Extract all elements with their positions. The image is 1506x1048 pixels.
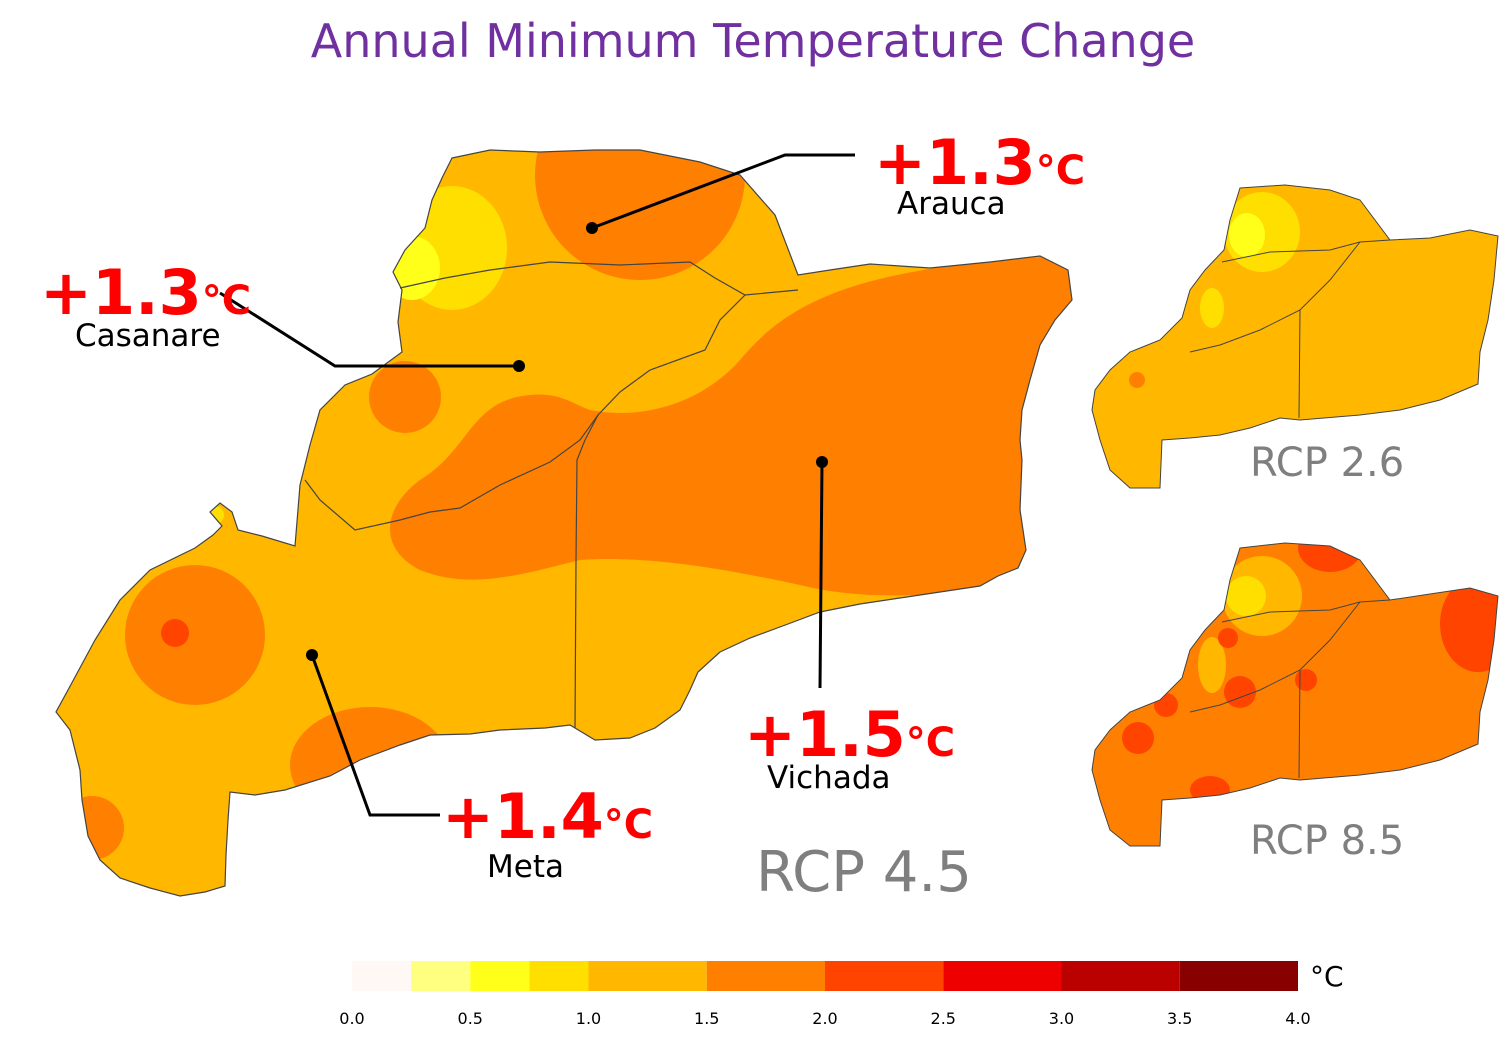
value-vichada: +1.5°C — [744, 704, 955, 766]
legend-bin-4 — [588, 961, 707, 991]
value-arauca-unit: °C — [1035, 148, 1086, 194]
main-map-outline — [55, 149, 1073, 897]
leader-line-arauca — [591, 153, 855, 230]
value-meta-unit: °C — [603, 802, 654, 848]
legend-tick-4: 2.0 — [812, 1009, 838, 1028]
inset-map-rcp85 — [1092, 543, 1498, 846]
map-title: Annual Minimum Temperature Change — [310, 14, 1196, 68]
region-label-arauca: Arauca — [897, 186, 1006, 222]
legend-tick-7: 3.5 — [1167, 1009, 1193, 1028]
inset-rcp26-borders — [1189, 239, 1391, 419]
legend-bin-6 — [825, 961, 944, 991]
value-arauca: +1.3°C — [874, 132, 1085, 194]
leader-lines — [219, 153, 855, 817]
warm-zone-meta-southwest — [60, 796, 124, 860]
legend-bin-8 — [1061, 961, 1180, 991]
marker-vichada — [816, 456, 828, 468]
legend-bin-2 — [470, 961, 530, 991]
value-casanare: +1.3°C — [40, 262, 251, 324]
value-casanare-unit: °C — [201, 278, 252, 324]
marker-arauca — [586, 222, 598, 234]
department-borders — [304, 261, 799, 729]
warm-zone-meta-south — [290, 707, 450, 823]
region-label-vichada: Vichada — [767, 760, 891, 796]
legend-tick-6: 3.0 — [1048, 1009, 1075, 1028]
legend-unit-label: °C — [1310, 960, 1344, 993]
legend-bin-5 — [706, 961, 825, 991]
legend-bin-3 — [529, 961, 589, 991]
legend-tick-0: 0.0 — [339, 1009, 365, 1028]
warm-zone-casanare — [369, 361, 441, 433]
hot-spot-meta — [161, 619, 189, 647]
cool-spot-arauca-west — [384, 236, 440, 300]
value-meta: +1.4°C — [442, 786, 653, 848]
warm-zone-meta-west — [125, 565, 265, 705]
value-meta-number: +1.4 — [442, 780, 604, 853]
region-label-casanare: Casanare — [75, 318, 221, 354]
inset-rcp85-outline — [1091, 542, 1499, 847]
cool-spot-meta — [206, 506, 224, 524]
legend-tick-5: 2.5 — [930, 1009, 956, 1028]
warm-zone-vichada — [390, 255, 1072, 596]
legend-tick-8: 4.0 — [1285, 1009, 1311, 1028]
inset-rcp26-outline — [1091, 184, 1499, 489]
legend-color-bar — [352, 961, 1298, 991]
legend-bin-9 — [1179, 961, 1298, 991]
legend-bin-1 — [411, 961, 471, 991]
scenario-label-main: RCP 4.5 — [756, 840, 972, 905]
marker-meta — [306, 649, 318, 661]
value-vichada-number: +1.5 — [744, 698, 906, 771]
region-label-meta: Meta — [487, 849, 564, 885]
inset-rcp85-borders — [1189, 599, 1391, 779]
value-casanare-number: +1.3 — [40, 256, 202, 329]
leader-line-casanare — [219, 291, 519, 368]
scenario-label-inset2: RCP 8.5 — [1250, 818, 1405, 864]
value-arauca-number: +1.3 — [874, 126, 1036, 199]
legend-tick-1: 0.5 — [457, 1009, 483, 1028]
marker-casanare — [513, 360, 525, 372]
leader-line-meta — [310, 654, 440, 817]
value-vichada-unit: °C — [905, 720, 956, 766]
warm-zone-arauca — [535, 150, 745, 280]
legend-tick-2: 1.0 — [575, 1009, 602, 1028]
scenario-label-inset1: RCP 2.6 — [1250, 440, 1405, 486]
leader-line-vichada — [818, 461, 824, 689]
leader-dots — [306, 222, 828, 661]
legend-bin-0 — [352, 961, 412, 991]
legend-bin-7 — [943, 961, 1062, 991]
legend-tick-3: 1.5 — [694, 1009, 720, 1028]
